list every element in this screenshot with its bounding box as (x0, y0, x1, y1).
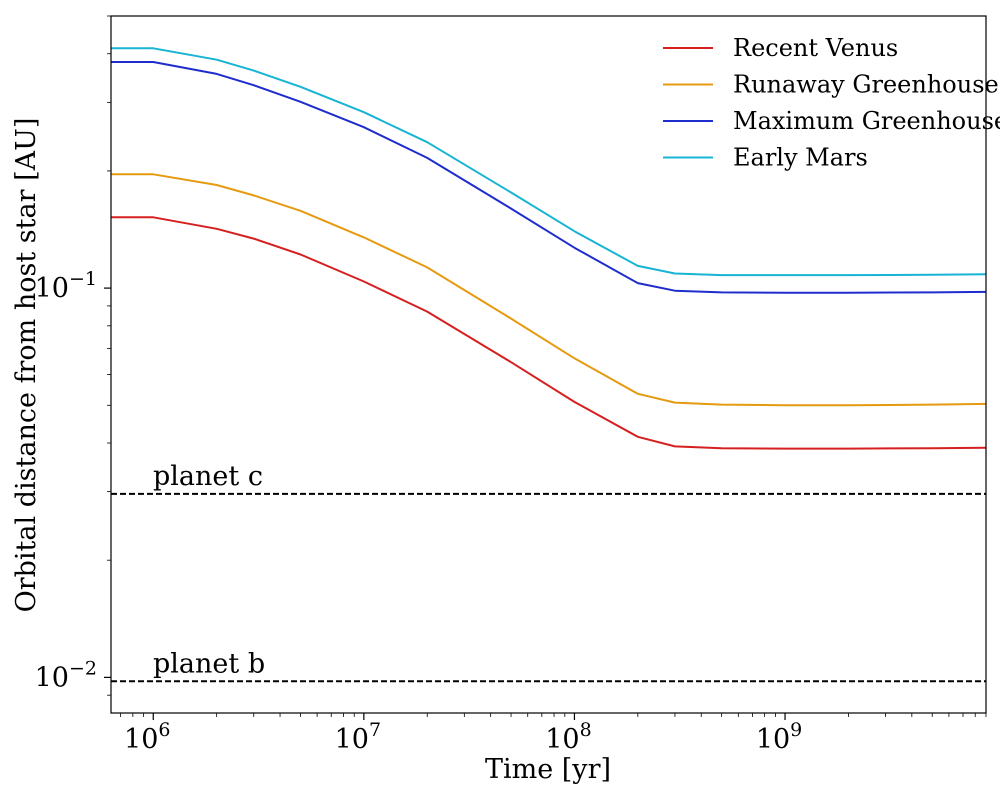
legend-item: Maximum Greenhouse (663, 107, 1000, 135)
series-lines (111, 47, 986, 450)
legend-item: Early Mars (663, 144, 868, 172)
legend-label: Recent Venus (733, 34, 898, 62)
y-tick-label: 10−1 (35, 268, 97, 304)
series-line (111, 216, 986, 450)
legend-item: Recent Venus (663, 34, 898, 62)
legend-item: Runaway Greenhouse (663, 71, 999, 99)
series-line (111, 173, 986, 407)
plot-frame (110, 15, 987, 714)
x-tick-label: 107 (335, 719, 381, 755)
x-tick-label: 106 (124, 719, 170, 755)
x-axis-label: Time [yr] (485, 754, 611, 785)
reference-lines (111, 492, 986, 683)
legend-label: Maximum Greenhouse (733, 107, 1000, 135)
series-line (111, 61, 986, 294)
x-axis-ticks: 106 107 108 109 (120, 713, 987, 755)
reference-labels: planet c planet b (153, 461, 265, 679)
reference-line-label: planet b (153, 648, 265, 679)
y-axis-label: Orbital distance from host star [AU] (11, 118, 42, 613)
legend: Recent Venus Runaway Greenhouse Maximum Gr… (663, 34, 1000, 172)
y-tick-label: 10−2 (35, 657, 97, 693)
y-axis-ticks: 10−1 10−2 (35, 15, 111, 696)
series-line (111, 47, 986, 277)
x-tick-label: 108 (545, 719, 591, 755)
reference-line-label: planet c (153, 461, 263, 492)
legend-label: Runaway Greenhouse (733, 71, 999, 99)
legend-label: Early Mars (733, 144, 868, 172)
x-tick-label: 109 (756, 719, 802, 755)
